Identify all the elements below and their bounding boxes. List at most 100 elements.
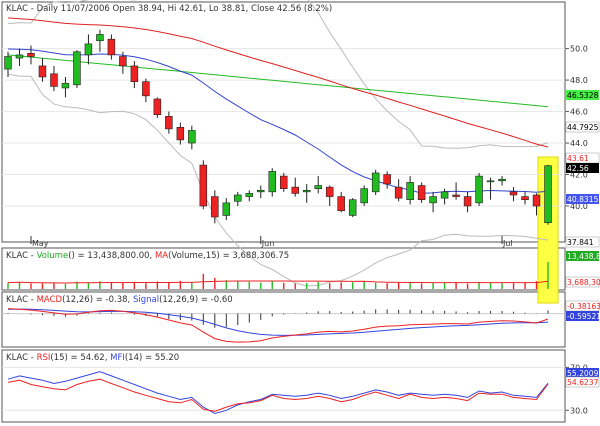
price-value-tag-box: [566, 163, 599, 173]
price-value-tag-box: [565, 236, 600, 248]
candle-body: [107, 38, 116, 56]
candle-body: [84, 43, 93, 56]
bollinger-lower-line: [7, 73, 549, 287]
candle-body: [176, 127, 185, 141]
price-tick-label: 44.0: [570, 139, 588, 148]
candle-body: [15, 54, 24, 59]
month-label: May: [32, 239, 49, 248]
candle-body: [165, 115, 173, 130]
volume-plot: [7, 262, 549, 289]
volume-value-tag-text: 13,438,80: [567, 252, 600, 261]
header-part: (12,26,9) = -0.60: [159, 295, 233, 305]
price-header: KLAC - Daily 11/07/2006 Open 38.94, Hi 4…: [6, 4, 332, 14]
header-part: KLAC -: [6, 295, 37, 305]
signal-line: [7, 308, 549, 336]
candle-body: [61, 82, 70, 89]
rsi-tick-label: 30.0: [570, 406, 588, 415]
price-tick-label: 40.0: [570, 202, 588, 211]
axis-labels: 50.0 48.0 46.0 44.0 42.0 40.0 May Jun Jul 70.0 30.…: [30, 45, 588, 415]
header-part: KLAC -: [6, 251, 37, 261]
price-value-tag-text: 43.61: [567, 154, 589, 163]
candle-body: [199, 164, 208, 207]
header-part: MACD: [37, 295, 63, 305]
header-part: (Volume,15) = 3,688,306.75: [168, 251, 289, 261]
price-tick-label: 46.0: [570, 108, 588, 117]
candle-body: [27, 53, 35, 57]
ma20-line: [7, 48, 549, 194]
price-value-tag-text: 44.7925: [567, 123, 599, 132]
candle-body: [383, 174, 391, 185]
volume-ma-line: [7, 280, 549, 284]
header-part: RSI: [37, 353, 51, 363]
ma200-line: [7, 54, 549, 108]
candle-body: [417, 185, 426, 201]
candle-body: [188, 130, 196, 144]
macd-value-tag-text: -0.38163: [567, 302, 600, 311]
candle-body: [73, 51, 81, 86]
candle-body: [325, 186, 334, 197]
header-part: (14) = 55.20: [125, 353, 179, 363]
macd-plot: [2, 308, 565, 343]
volume-value-tag-box: [565, 276, 600, 288]
candle-body: [279, 175, 288, 189]
price-value-tag-text: 46.5328: [567, 91, 599, 100]
volume-value-tag-box: [566, 251, 599, 261]
price-tick-label: 50.0: [570, 45, 588, 54]
rsi-value-tag-text: 54.6237: [567, 378, 599, 387]
header-part: KLAC -: [6, 353, 37, 363]
price-value-tag-text: 42.56: [567, 164, 589, 173]
candle-body: [360, 188, 368, 204]
mfi-line: [7, 371, 549, 415]
rsi-value-tag-text: 55.2009: [567, 369, 599, 378]
price-tick-label: 42.0: [570, 171, 588, 180]
candle-body: [96, 34, 104, 42]
candle-body: [521, 196, 529, 201]
rsi-value-tag-box: [565, 376, 600, 388]
candle-body: [314, 185, 322, 189]
candle-body: [234, 194, 242, 202]
price-value-tag-box: [566, 90, 599, 100]
macd-panel: [1, 291, 566, 348]
candle-body: [211, 196, 219, 218]
candle-body: [371, 172, 380, 193]
candle-body: [486, 180, 495, 183]
macd-value-tag-text: -0.59521: [567, 312, 600, 321]
ma50-line: [7, 17, 549, 148]
macd-value-tag-box: [566, 311, 599, 321]
candle-body: [532, 194, 541, 207]
rsi-tick-label: 70.0: [570, 363, 588, 372]
rsi-plot: [7, 371, 549, 415]
header-part: MA: [155, 251, 168, 261]
candle-body: [4, 56, 12, 70]
rsi-line: [7, 378, 549, 412]
header-part: Signal: [133, 295, 159, 305]
candle-body: [509, 191, 518, 196]
candle-body: [452, 194, 460, 197]
candle-body: [463, 196, 472, 207]
candle-body: [302, 189, 311, 193]
price-value-tag-text: 37.841: [567, 238, 594, 247]
candle-body: [153, 98, 162, 116]
volume-header: KLAC - Volume() = 13,438,800.00, MA(Volu…: [6, 251, 289, 261]
candle-body: [50, 73, 58, 87]
candle-body: [268, 171, 277, 193]
candle-body: [38, 65, 47, 78]
header-part: (15) = 54.62,: [50, 353, 110, 363]
price-tick-label: 48.0: [570, 76, 588, 85]
candle-body: [348, 199, 357, 216]
macd-header: KLAC - MACD(12,26) = -0.38, Signal(12,26…: [6, 295, 233, 305]
candle-body: [222, 202, 231, 216]
rsi-header: KLAC - RSI(15) = 54.62, MFI(14) = 55.20: [6, 353, 179, 363]
month-label: Jul: [502, 239, 513, 248]
price-value-tag-text: 40.8315: [567, 195, 599, 204]
price-plot: [4, 0, 552, 287]
header-part: MFI: [110, 353, 125, 363]
candle-body: [406, 182, 414, 201]
candle-body: [130, 65, 139, 82]
price-value-tag-box: [566, 194, 599, 204]
header-part: () = 13,438,800.00,: [68, 251, 155, 261]
candle-body: [429, 196, 437, 204]
last-day-highlight: [537, 156, 559, 304]
